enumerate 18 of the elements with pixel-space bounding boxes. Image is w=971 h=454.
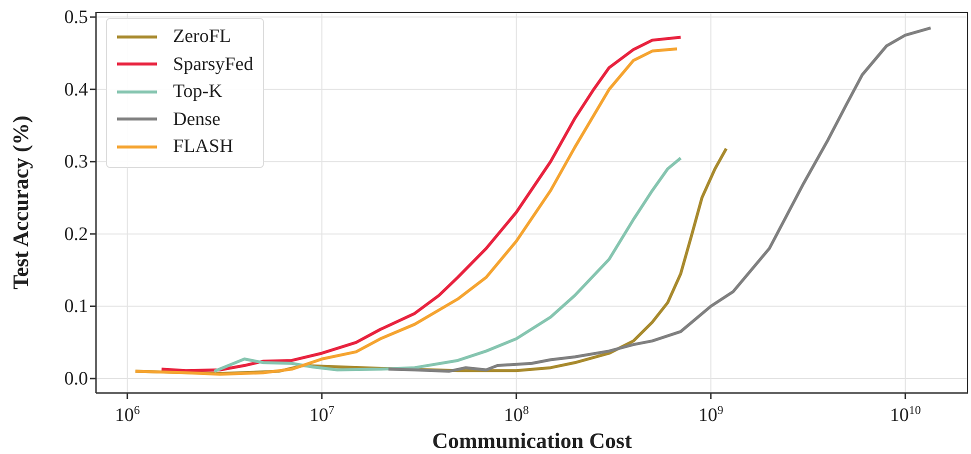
y-axis-title: Test Accuracy (%) bbox=[8, 116, 33, 290]
x-tick-label: 10$^{6}$ bbox=[114, 403, 140, 426]
legend-label: Top-K bbox=[173, 80, 222, 104]
x-tick-label: 10$^{8}$ bbox=[504, 403, 529, 426]
y-tick-label: 0.0 bbox=[64, 368, 88, 390]
x-tick-label: 10$^{9}$ bbox=[698, 403, 724, 426]
y-tick-label: 0.2 bbox=[64, 224, 88, 245]
y-tick-label: 0.4 bbox=[64, 79, 88, 100]
x-tick-label: 10$^{10}$ bbox=[890, 403, 921, 426]
y-tick-label: 0.3 bbox=[64, 152, 88, 173]
legend-label: ZeroFL bbox=[173, 25, 232, 49]
y-tick-label: 0.1 bbox=[64, 296, 88, 318]
x-tick-label: 10$^{7}$ bbox=[309, 403, 334, 426]
legend-label: FLASH bbox=[173, 135, 234, 159]
y-tick-label: 0.5 bbox=[64, 7, 88, 28]
legend-label: Dense bbox=[173, 108, 220, 132]
legend-label: SparsyFed bbox=[173, 52, 254, 76]
x-axis-title: Communication Cost bbox=[432, 428, 633, 453]
